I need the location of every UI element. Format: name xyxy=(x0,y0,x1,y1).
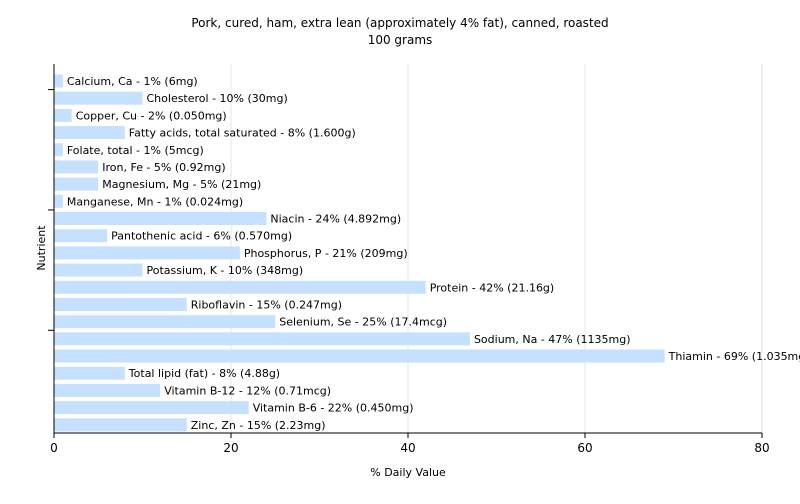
bar-niacin xyxy=(54,212,267,226)
chart-subtitle: 100 grams xyxy=(368,33,433,47)
bar-label: Pantothenic acid - 6% (0.570mg) xyxy=(111,230,292,243)
bar-manganese-mn xyxy=(54,194,63,208)
chart-title: Pork, cured, ham, extra lean (approximat… xyxy=(191,16,608,30)
bar-label: Copper, Cu - 2% (0.050mg) xyxy=(76,109,227,122)
y-axis-label: Nutrient xyxy=(35,225,48,271)
bars: Calcium, Ca - 1% (6mg) Cholesterol - 10% … xyxy=(54,74,800,432)
bar-label: Cholesterol - 10% (30mg) xyxy=(147,92,288,105)
axes: 0 20 40 60 80 xyxy=(48,64,770,455)
bar-label: Folate, total - 1% (5mcg) xyxy=(67,144,204,157)
bar-label: Vitamin B-12 - 12% (0.71mcg) xyxy=(164,384,331,397)
x-tick-label-40: 40 xyxy=(400,441,415,455)
bar-label: Magnesium, Mg - 5% (21mg) xyxy=(102,178,261,191)
x-axis-label: % Daily Value xyxy=(370,466,446,479)
x-tick-label-80: 80 xyxy=(754,441,769,455)
bar-label: Sodium, Na - 47% (1135mg) xyxy=(474,333,631,346)
x-tick-label-0: 0 xyxy=(50,441,58,455)
x-tick-label-20: 20 xyxy=(223,441,238,455)
bar-label: Phosphorus, P - 21% (209mg) xyxy=(244,247,408,260)
bar-cholesterol xyxy=(54,91,143,105)
bar-label: Thiamin - 69% (1.035mg) xyxy=(668,350,800,363)
bar-riboflavin xyxy=(54,297,187,311)
bar-folate-total xyxy=(54,143,63,157)
bar-label: Iron, Fe - 5% (0.92mg) xyxy=(102,161,225,174)
bar-vitamin-b-12 xyxy=(54,383,161,397)
bar-sodium-na xyxy=(54,332,470,346)
bar-vitamin-b-6 xyxy=(54,401,249,415)
bar-protein xyxy=(54,280,426,294)
bar-phosphorus-p xyxy=(54,246,240,260)
x-tick-label-60: 60 xyxy=(577,441,592,455)
bar-magnesium-mg xyxy=(54,177,99,191)
bar-iron-fe xyxy=(54,160,99,174)
bar-label: Fatty acids, total saturated - 8% (1.600… xyxy=(129,127,356,140)
bar-fatty-acids-total-saturated xyxy=(54,126,125,140)
bar-label: Total lipid (fat) - 8% (4.88g) xyxy=(128,367,280,380)
bar-label: Manganese, Mn - 1% (0.024mg) xyxy=(67,195,243,208)
bar-label: Calcium, Ca - 1% (6mg) xyxy=(67,75,198,88)
bar-zinc-zn xyxy=(54,418,187,432)
bar-total-lipid-fat- xyxy=(54,366,125,380)
bar-label: Niacin - 24% (4.892mg) xyxy=(270,213,401,226)
bar-label: Potassium, K - 10% (348mg) xyxy=(147,264,304,277)
bar-calcium-ca xyxy=(54,74,63,88)
bar-label: Protein - 42% (21.16g) xyxy=(430,281,555,294)
bar-label: Zinc, Zn - 15% (2.23mg) xyxy=(191,419,326,432)
grid-lines xyxy=(230,64,763,433)
bar-label: Selenium, Se - 25% (17.4mcg) xyxy=(279,316,447,329)
bar-selenium-se xyxy=(54,315,276,329)
bar-potassium-k xyxy=(54,263,143,277)
bar-pantothenic-acid xyxy=(54,229,108,243)
bar-label: Vitamin B-6 - 22% (0.450mg) xyxy=(253,402,414,415)
bar-thiamin xyxy=(54,349,665,363)
bar-label: Riboflavin - 15% (0.247mg) xyxy=(191,298,342,311)
bar-copper-cu xyxy=(54,108,72,122)
